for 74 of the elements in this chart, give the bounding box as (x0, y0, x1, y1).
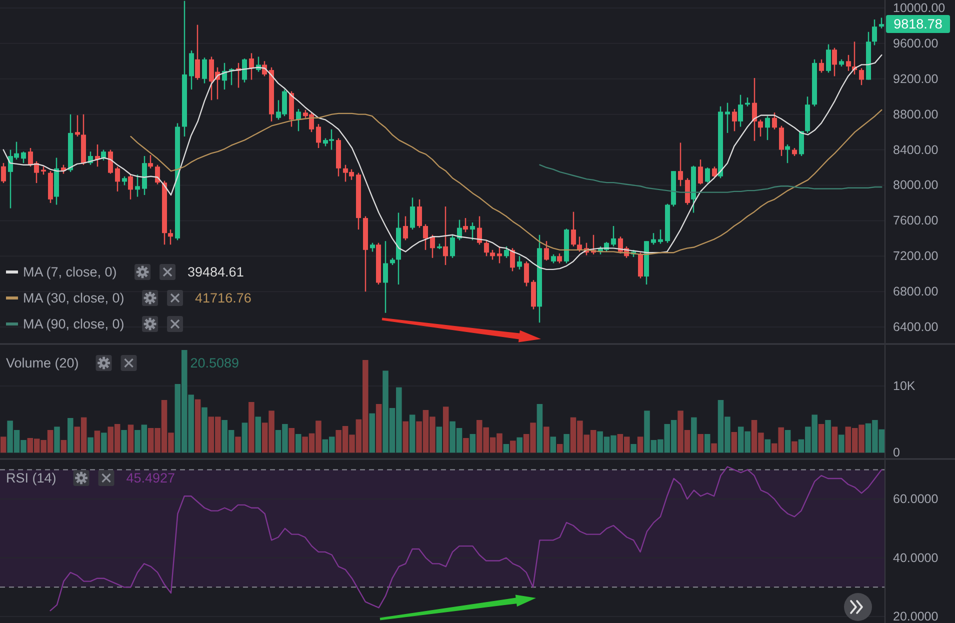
bar (691, 417, 697, 453)
bar (463, 438, 469, 453)
annotation: 39484.61 (188, 264, 244, 280)
bar (764, 439, 771, 453)
bar (516, 437, 522, 453)
bar (376, 404, 382, 453)
annotation: 41716.76 (195, 290, 252, 306)
y-tick-label: 60.0000 (893, 492, 938, 506)
bar (711, 443, 717, 453)
bar (194, 399, 201, 453)
y-tick-label: 9600.00 (893, 36, 938, 50)
bar (544, 426, 550, 453)
line-series (130, 109, 882, 255)
bar (825, 420, 831, 453)
bar (128, 424, 134, 453)
y-tick-label: 0 (893, 446, 900, 460)
bar (288, 428, 295, 453)
bar (68, 418, 74, 453)
bar (536, 404, 543, 453)
bar (556, 444, 563, 453)
y-tick-label: 8800.00 (893, 107, 938, 122)
bar (510, 440, 516, 453)
annotation: 20.5089 (190, 356, 240, 370)
bar (832, 426, 838, 453)
bar (442, 406, 449, 453)
legend-label: MA (7, close, 0) (23, 264, 117, 280)
y-tick-label: 8400.00 (893, 142, 938, 157)
bar (242, 422, 248, 453)
bar (369, 413, 375, 453)
bar (503, 444, 510, 453)
text: 9818.78 (894, 16, 942, 32)
y-tick-label: 10K (893, 379, 916, 393)
bar (409, 414, 416, 453)
bar (101, 432, 107, 453)
bar (402, 421, 409, 453)
bar (255, 416, 262, 453)
bar (818, 424, 824, 453)
bar (202, 407, 208, 453)
bar (792, 441, 798, 453)
bar (235, 436, 241, 453)
bar (637, 436, 644, 453)
legend-label: MA (30, close, 0) (23, 290, 124, 306)
y-tick-label: 9200.00 (893, 72, 938, 86)
bar (295, 434, 302, 453)
y-tick-label: 6800.00 (893, 284, 938, 299)
y-tick-label: 10000.00 (893, 0, 946, 15)
bar (94, 430, 100, 453)
y-tick-label: 8000.00 (893, 178, 938, 192)
bar (248, 402, 254, 453)
bar (564, 434, 570, 453)
y-tick-label: 7200.00 (893, 249, 938, 264)
bar (88, 437, 94, 453)
y-tick-label: 20.0000 (893, 610, 938, 623)
y-tick-label: 7600.00 (893, 214, 938, 228)
bar (470, 434, 476, 453)
bar (0, 436, 6, 453)
bar (54, 426, 60, 453)
y-tick-label: 40.0000 (893, 550, 938, 565)
line-series (539, 164, 882, 193)
bar (704, 434, 710, 453)
text: RSI (14) (6, 470, 56, 486)
bar (121, 430, 127, 453)
bar (698, 434, 704, 453)
annotation: 45.4927 (126, 470, 176, 486)
bar (436, 426, 442, 453)
bar (784, 430, 791, 453)
bar (550, 436, 556, 453)
bar (838, 434, 844, 453)
bar (731, 432, 738, 453)
text: Volume (20) (6, 356, 79, 370)
bar (630, 444, 636, 453)
legend-label: MA (90, close, 0) (23, 316, 124, 332)
y-tick-label: 6400.00 (893, 320, 938, 334)
bar (60, 440, 67, 453)
